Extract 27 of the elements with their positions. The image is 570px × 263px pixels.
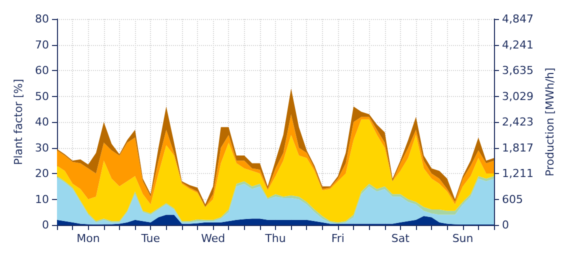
- y2-tick-label: 1,817: [502, 141, 534, 154]
- x-tick-label: Sat: [391, 232, 410, 245]
- x-tick-label: Mon: [76, 232, 100, 245]
- y-tick-label: 60: [35, 64, 49, 77]
- y-tick-label: 0: [42, 218, 49, 232]
- y2-tick-label: 605: [502, 192, 523, 206]
- x-tick-label: Fri: [331, 232, 344, 245]
- y-axis-title: Plant factor [%]: [12, 79, 26, 165]
- y-tick-label: 20: [35, 167, 49, 180]
- x-tick-label: Thu: [264, 232, 286, 245]
- y-tick-label: 30: [35, 141, 49, 154]
- y2-tick-label: 4,847: [502, 12, 534, 26]
- y2-tick-label: 3,029: [502, 90, 534, 103]
- x-tick-label: Sun: [452, 232, 474, 245]
- y2-tick-label: 1,211: [502, 167, 534, 180]
- y-tick-label: 10: [35, 192, 49, 206]
- y2-tick-label: 0: [502, 218, 509, 232]
- y2-axis-title: Production [MWh/h]: [543, 68, 556, 176]
- y2-tick-label: 4,241: [502, 38, 534, 52]
- x-tick-label: Tue: [140, 232, 160, 245]
- x-tick-label: Wed: [201, 232, 226, 245]
- y2-tick-label: 2,423: [502, 116, 534, 129]
- y-tick-label: 40: [35, 116, 49, 128]
- y-tick-label: 70: [35, 38, 49, 52]
- y-tick-label: 80: [35, 12, 49, 26]
- y2-tick-label: 3,635: [502, 64, 534, 78]
- y-tick-label: 50: [35, 90, 49, 103]
